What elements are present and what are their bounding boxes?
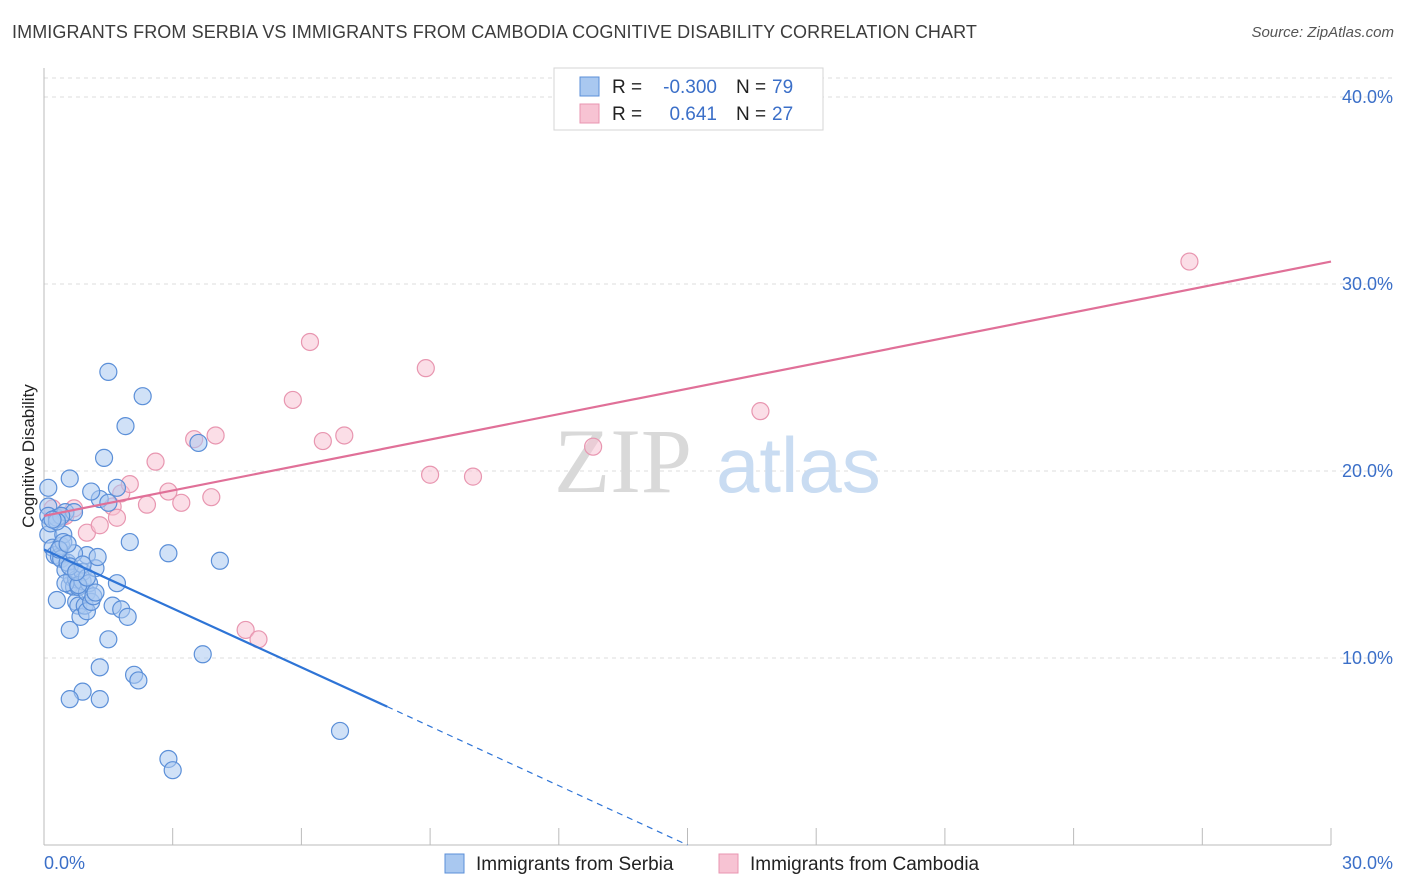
serbia-point: [60, 469, 79, 488]
cambodia-point: [202, 488, 221, 507]
cambodia-point: [416, 359, 435, 378]
cambodia-point: [751, 402, 770, 421]
serbia-point: [90, 658, 109, 677]
y-tick-label: 40.0%: [1342, 87, 1393, 107]
cambodia-point: [137, 495, 157, 514]
serbia-point: [60, 620, 79, 640]
y-tick-label: 20.0%: [1342, 461, 1393, 481]
serbia-point: [94, 448, 114, 468]
serbia-point: [118, 607, 137, 626]
cambodia-point: [146, 452, 165, 471]
serbia-points: [39, 362, 350, 780]
serbia-point: [90, 690, 109, 709]
serbia-point: [99, 362, 118, 381]
serbia-point: [159, 544, 178, 563]
legend-serbia-n-value: 79: [772, 77, 793, 98]
bottom-legend-cambodia-swatch: [718, 853, 739, 874]
cambodia-point: [463, 467, 483, 486]
trend-lines: [43, 260, 1332, 846]
serbia-point: [330, 721, 350, 741]
x-tick-label-max: 30.0%: [1342, 853, 1393, 873]
serbia-point: [47, 590, 66, 610]
serbia-point: [120, 532, 139, 552]
cambodia-point: [206, 426, 225, 445]
cambodia-trend-line: [43, 260, 1332, 517]
serbia-point: [107, 478, 127, 497]
serbia-point: [82, 482, 101, 501]
y-axis-label: Cognitive Disability: [19, 384, 38, 528]
cambodia-point: [283, 390, 302, 410]
bottom-legend-serbia-label: Immigrants from Serbia: [476, 854, 674, 875]
cambodia-point: [313, 431, 332, 451]
cambodia-point: [421, 465, 440, 484]
legend-serbia-n-label: N =: [736, 77, 766, 98]
cambodia-point: [90, 516, 109, 535]
chart-title: IMMIGRANTS FROM SERBIA VS IMMIGRANTS FRO…: [12, 22, 978, 42]
x-tick-label-min: 0.0%: [44, 853, 85, 873]
legend-cambodia-swatch: [579, 103, 600, 124]
serbia-point: [210, 551, 229, 570]
serbia-point: [88, 547, 107, 567]
serbia-trend-extension: [386, 706, 688, 846]
legend-serbia-r-value: -0.300: [663, 77, 717, 98]
cambodia-point: [236, 620, 255, 640]
bottom-legend-cambodia-label: Immigrants from Cambodia: [750, 854, 980, 875]
serbia-point: [129, 671, 148, 690]
y-tick-label: 10.0%: [1342, 648, 1393, 668]
cambodia-point: [107, 508, 127, 527]
serbia-point: [163, 761, 182, 780]
legend-cambodia-r-value: 0.641: [669, 104, 717, 125]
legend-box: R = -0.300 N = 79 R = 0.641 N = 27: [553, 67, 824, 131]
legend-cambodia-r-label: R =: [612, 104, 642, 125]
y-tick-labels: 10.0% 20.0% 30.0% 40.0%: [1342, 87, 1393, 668]
x-ticks: [43, 828, 1332, 845]
cambodia-point: [1180, 252, 1199, 271]
serbia-point: [133, 387, 152, 406]
watermark-atlas: atlas: [716, 421, 881, 509]
serbia-point: [86, 583, 105, 602]
serbia-point: [60, 690, 79, 709]
legend-serbia-swatch: [579, 76, 600, 97]
cambodia-point: [584, 437, 603, 456]
grid-lines: [44, 77, 1393, 659]
serbia-point: [116, 417, 135, 436]
serbia-point: [99, 630, 118, 649]
serbia-trend-line: [43, 548, 388, 708]
legend-cambodia-n-label: N =: [736, 104, 766, 125]
serbia-point: [39, 478, 58, 497]
serbia-point: [58, 534, 77, 554]
y-tick-label: 30.0%: [1342, 274, 1393, 294]
bottom-legend: Immigrants from Serbia Immigrants from C…: [444, 853, 980, 875]
serbia-point: [189, 433, 208, 453]
watermark: ZIP atlas: [554, 410, 881, 512]
legend-serbia-r-label: R =: [612, 77, 642, 98]
source-label: Source: ZipAtlas.com: [1251, 24, 1394, 41]
cambodia-point: [172, 493, 191, 512]
bottom-legend-serbia-swatch: [444, 853, 465, 874]
serbia-point: [193, 645, 212, 664]
cambodia-point: [335, 426, 354, 445]
cambodia-point: [300, 332, 320, 352]
legend-cambodia-n-value: 27: [772, 104, 793, 125]
watermark-zip: ZIP: [554, 410, 692, 512]
